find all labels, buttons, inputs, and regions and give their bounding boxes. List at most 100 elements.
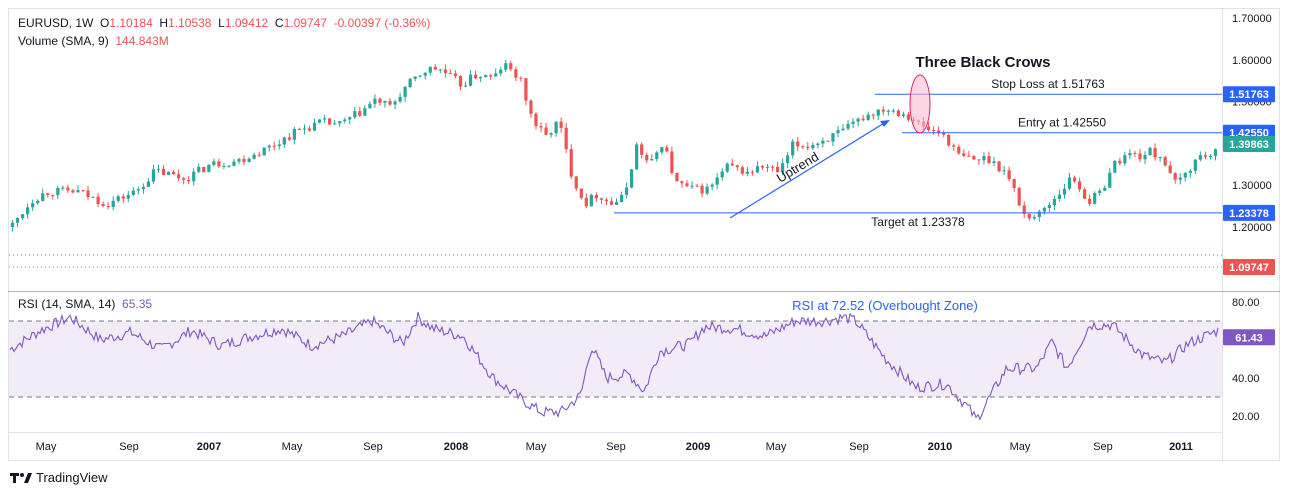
candle-body	[322, 118, 327, 120]
candle-body	[96, 196, 100, 205]
candle-body	[926, 126, 931, 131]
candle-body	[106, 206, 110, 208]
last-price-badge: 1.39863	[1229, 139, 1269, 151]
candle-body	[187, 179, 191, 182]
candle-body	[861, 118, 865, 121]
candle-body	[237, 158, 241, 162]
candle-body	[86, 190, 90, 197]
candle-body	[161, 168, 166, 175]
candle-body	[363, 108, 367, 116]
candle-body	[116, 196, 120, 201]
candle-body	[76, 190, 80, 193]
candle-body	[962, 153, 966, 156]
candle-body	[484, 75, 488, 77]
time-tick-label: 2007	[197, 441, 221, 453]
candle-body	[1012, 179, 1016, 188]
candle-body	[1052, 198, 1057, 206]
candle-body	[494, 73, 498, 77]
candle-body	[297, 128, 302, 130]
level-label: Target at 1.23378	[871, 215, 965, 229]
candle-body	[15, 218, 20, 223]
tradingview-icon	[10, 472, 32, 483]
candle-body	[579, 188, 583, 198]
volume-legend: Volume (SMA, 9) 144.843M	[18, 34, 169, 48]
candle-body	[564, 127, 568, 150]
candle-body	[942, 132, 946, 135]
candle-body	[967, 155, 971, 157]
candle-body	[700, 185, 704, 194]
candle-body	[358, 111, 362, 116]
low-label: L	[218, 16, 225, 30]
candle-body	[866, 114, 870, 121]
candle-body	[1158, 157, 1162, 159]
close-badge: 1.09747	[1229, 262, 1269, 274]
candle-body	[171, 171, 176, 175]
candle-body	[383, 100, 387, 103]
candle-body	[559, 121, 563, 128]
candle-body	[51, 195, 55, 197]
candle-body	[1002, 170, 1006, 172]
candle-body	[408, 78, 412, 87]
candle-body	[41, 193, 45, 201]
annotations: Stop Loss at 1.51763 Entry at 1.42550 Targ…	[9, 54, 1222, 313]
symbol-label[interactable]: EURUSD, 1W	[18, 16, 94, 30]
candle-body	[36, 200, 40, 204]
candle-body	[881, 109, 885, 112]
candle-body	[1057, 194, 1062, 199]
candle-body	[876, 109, 880, 116]
candle-body	[997, 161, 1001, 172]
candle-body	[690, 185, 694, 187]
candle-body	[166, 171, 171, 175]
candle-body	[91, 196, 95, 198]
tradingview-logo[interactable]: TradingView	[10, 470, 108, 485]
candle-body	[1108, 172, 1112, 188]
candle-body	[131, 190, 135, 195]
candle-body	[343, 119, 347, 122]
open-label: O	[100, 16, 110, 30]
candle-body	[1203, 155, 1208, 157]
candle-body	[982, 156, 986, 161]
candle-body	[574, 176, 578, 189]
candle-body	[901, 114, 906, 116]
candle-body	[811, 144, 815, 149]
candle-body	[675, 172, 679, 182]
stop-loss-badge: 1.51763	[1229, 89, 1269, 101]
candle-body	[524, 78, 528, 101]
rsi-label[interactable]: RSI (14, SMA, 14)	[18, 297, 116, 311]
candle-body	[831, 133, 835, 142]
candle-body	[217, 161, 221, 167]
candle-body	[458, 76, 463, 87]
price-tick-label: 1.30000	[1232, 180, 1272, 192]
candle-body	[463, 85, 468, 87]
candle-body	[403, 86, 407, 97]
rsi-tick-label: 20.00	[1232, 411, 1260, 423]
candle-body	[665, 147, 669, 152]
candle-body	[1032, 216, 1036, 219]
time-tick-label: Sep	[849, 441, 869, 453]
rsi-legend: RSI (14, SMA, 14) 65.35	[18, 297, 152, 311]
candle-body	[720, 171, 724, 178]
candle-body	[272, 145, 276, 147]
time-tick-label: 2009	[686, 441, 710, 453]
candle-body	[1178, 177, 1182, 180]
candle-body	[846, 123, 850, 129]
chart-frame	[8, 8, 1280, 461]
candle-body	[730, 163, 734, 166]
candle-body	[806, 146, 810, 149]
candle-body	[1083, 189, 1087, 199]
candle-body	[413, 76, 417, 79]
price-tick-label: 1.70000	[1232, 13, 1272, 25]
candle-body	[202, 166, 206, 173]
axes: 1.700001.600001.500001.400001.300001.200…	[36, 13, 1275, 453]
candle-body	[182, 178, 186, 180]
time-tick-label: Sep	[119, 441, 139, 453]
candle-body	[192, 171, 196, 182]
candle-body	[1077, 181, 1082, 190]
candle-body	[635, 144, 639, 170]
volume-label[interactable]: Volume (SMA, 9)	[18, 34, 109, 48]
candle-body	[599, 198, 604, 200]
candle-body	[775, 166, 780, 173]
candle-body	[1138, 153, 1142, 160]
candle-body	[549, 133, 553, 135]
